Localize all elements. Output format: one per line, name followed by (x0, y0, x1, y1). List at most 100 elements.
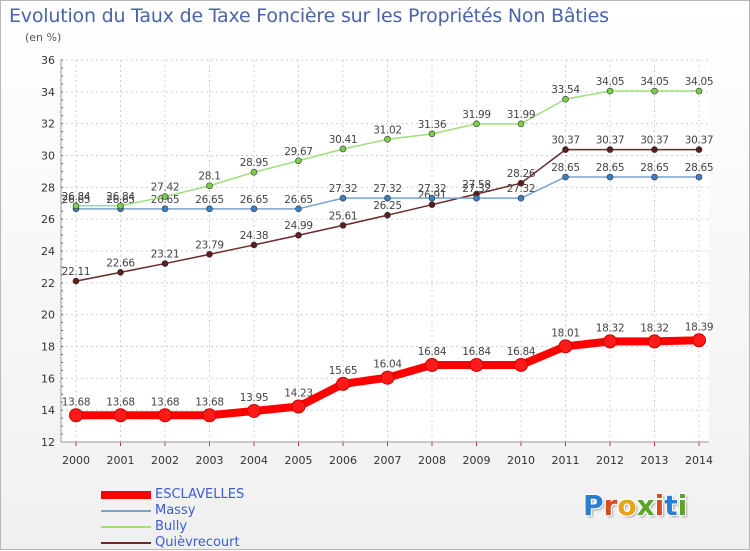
legend-item-bully: Bully (101, 519, 244, 535)
data-point-esclavelles (425, 357, 439, 372)
data-label-esclavelles: 13.68 (151, 396, 180, 408)
logo-letter: P (583, 489, 604, 522)
data-point-massy (473, 194, 480, 202)
data-label-bully: 31.99 (507, 109, 536, 121)
data-label-qui-vrecourt: 30.37 (596, 135, 625, 147)
data-point-qui-vrecourt (651, 146, 658, 153)
data-point-bully (695, 87, 703, 95)
data-point-qui-vrecourt (339, 222, 347, 229)
data-label-esclavelles: 15.65 (329, 365, 358, 377)
data-point-esclavelles (647, 334, 662, 349)
logo-letter: r (603, 489, 618, 522)
data-label-bully: 31.99 (462, 109, 491, 121)
data-label-bully: 28.95 (240, 157, 269, 169)
data-label-esclavelles: 18.32 (640, 322, 669, 334)
data-label-esclavelles: 18.32 (596, 322, 625, 334)
data-point-esclavelles (202, 408, 217, 423)
data-label-massy: 26.65 (195, 194, 224, 206)
data-label-qui-vrecourt: 28.26 (507, 168, 536, 180)
data-label-qui-vrecourt: 25.61 (329, 210, 358, 222)
data-point-qui-vrecourt (206, 251, 213, 258)
data-label-qui-vrecourt: 27.58 (462, 179, 491, 191)
data-label-esclavelles: 16.84 (462, 346, 491, 358)
x-tick-label: 2014 (685, 454, 713, 467)
data-label-bully: 31.02 (373, 124, 402, 136)
data-point-bully (206, 182, 213, 190)
data-label-bully: 30.41 (329, 134, 358, 146)
y-tick-label: 34 (41, 86, 55, 99)
data-point-bully (384, 135, 391, 143)
data-label-massy: 27.32 (373, 183, 402, 195)
legend-swatch-esclavelles (101, 491, 151, 499)
data-point-qui-vrecourt (606, 146, 614, 153)
x-tick-label: 2007 (374, 454, 402, 467)
legend-label-qui-vrecourt: Quièvrecourt (155, 535, 240, 550)
data-point-esclavelles (558, 339, 573, 354)
data-label-massy: 28.65 (640, 162, 669, 174)
data-point-massy (250, 205, 258, 213)
x-tick-label: 2011 (552, 454, 580, 467)
y-tick-label: 14 (41, 404, 55, 417)
data-point-qui-vrecourt (517, 179, 525, 187)
data-point-esclavelles (336, 376, 350, 391)
data-label-bully: 33.54 (551, 84, 580, 96)
data-point-bully (339, 145, 347, 153)
y-tick-label: 32 (41, 118, 55, 131)
logo-letter: t (664, 489, 678, 522)
data-point-qui-vrecourt (428, 201, 436, 208)
data-point-bully (161, 193, 169, 200)
data-point-qui-vrecourt (161, 260, 169, 267)
legend-swatch-qui-vrecourt (101, 542, 151, 544)
data-point-esclavelles (69, 408, 83, 423)
x-tick-label: 2010 (507, 454, 535, 467)
data-label-qui-vrecourt: 24.99 (284, 220, 313, 232)
data-point-qui-vrecourt (384, 211, 391, 219)
data-label-qui-vrecourt: 26.25 (373, 200, 402, 212)
data-label-qui-vrecourt: 24.38 (240, 230, 269, 242)
data-label-bully: 29.67 (284, 146, 313, 158)
data-point-qui-vrecourt (295, 231, 302, 239)
data-label-bully: 34.05 (640, 76, 669, 88)
data-label-bully: 31.36 (418, 119, 447, 131)
x-tick-label: 2000 (62, 454, 90, 467)
data-label-bully: 26.84 (106, 191, 135, 203)
data-label-esclavelles: 16.84 (507, 346, 536, 358)
data-point-esclavelles (692, 333, 706, 348)
data-point-bully (72, 202, 80, 210)
data-point-qui-vrecourt (695, 146, 703, 153)
data-label-qui-vrecourt: 23.21 (151, 249, 180, 261)
data-point-bully (250, 168, 258, 176)
data-label-massy: 27.32 (462, 183, 491, 195)
data-label-esclavelles: 13.68 (62, 396, 91, 408)
unit-label: (en %) (25, 31, 62, 44)
proxiti-logo: Proxiti (583, 489, 687, 522)
y-tick-label: 36 (41, 54, 55, 67)
logo-letter: i (677, 489, 688, 522)
legend-swatch-massy (101, 510, 151, 512)
data-point-bully (473, 120, 480, 128)
data-point-esclavelles (113, 408, 128, 423)
data-point-esclavelles (603, 334, 617, 349)
x-tick-label: 2002 (151, 454, 179, 467)
data-label-massy: 26.65 (240, 194, 269, 206)
data-label-esclavelles: 13.68 (195, 396, 224, 408)
data-label-bully: 28.1 (198, 171, 220, 183)
data-point-bully (562, 95, 569, 103)
data-label-esclavelles: 13.68 (106, 396, 135, 408)
logo-letter: o (617, 489, 637, 522)
legend-item-qui-vrecourt: Quièvrecourt (101, 535, 244, 551)
legend-item-esclavelles: ESCLAVELLES (101, 487, 244, 503)
data-point-massy (161, 205, 169, 213)
data-point-massy (562, 173, 569, 181)
data-point-bully (517, 120, 525, 128)
data-point-esclavelles (247, 403, 261, 418)
chart-title: Evolution du Taux de Taxe Foncière sur l… (9, 5, 609, 27)
y-tick-label: 22 (41, 277, 55, 290)
data-label-massy: 26.65 (106, 194, 135, 206)
data-label-esclavelles: 13.95 (240, 392, 269, 404)
legend-label-massy: Massy (155, 503, 196, 518)
data-point-qui-vrecourt (117, 269, 124, 276)
data-label-bully: 26.84 (62, 191, 91, 203)
data-point-qui-vrecourt (72, 277, 80, 285)
